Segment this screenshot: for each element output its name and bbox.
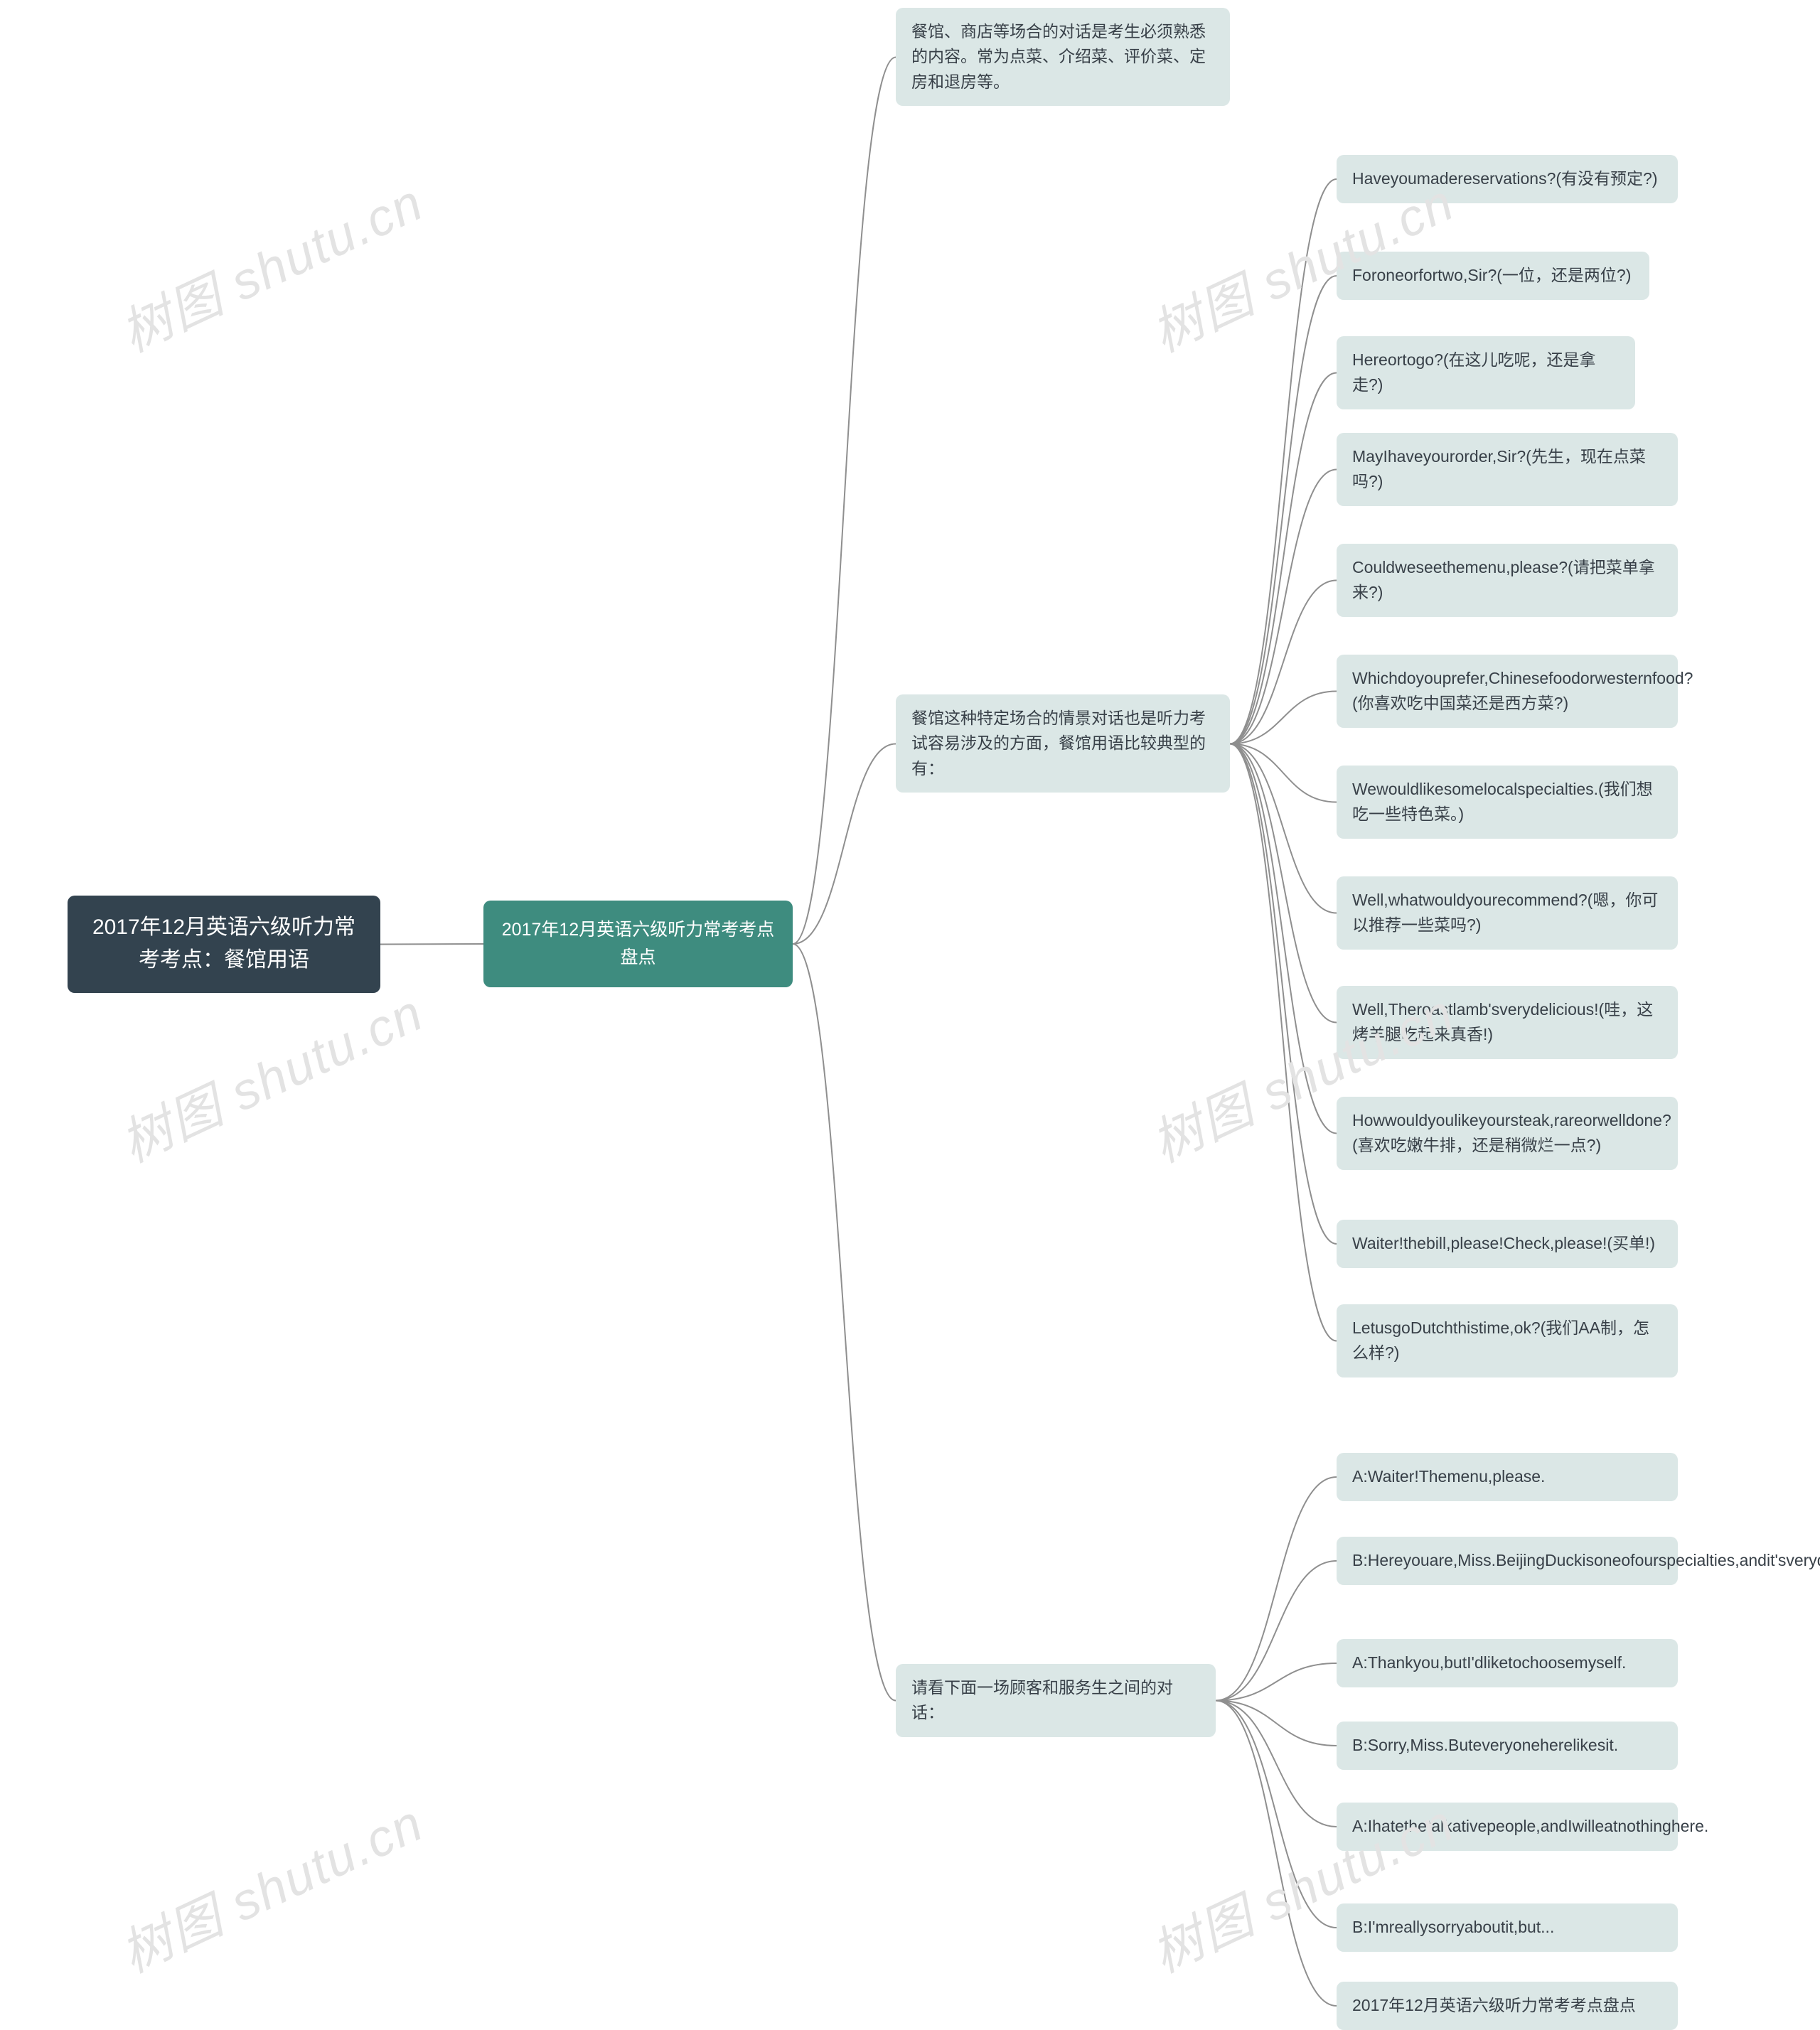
leaf-node: LetusgoDutchthistime,ok?(我们AA制，怎么样?) [1337, 1304, 1678, 1378]
level2-label: 餐馆、商店等场合的对话是考生必须熟悉的内容。常为点菜、介绍菜、评价菜、定房和退房… [911, 22, 1206, 91]
leaf-label: Wewouldlikesomelocalspecialties.(我们想吃一些特… [1352, 780, 1653, 824]
leaf-label: B:Sorry,Miss.Buteveryoneherelikesit. [1352, 1736, 1618, 1754]
leaf-node: A:Waiter!Themenu,please. [1337, 1453, 1678, 1501]
leaf-node: Waiter!thebill,please!Check,please!(买单!) [1337, 1220, 1678, 1268]
watermark: 树图 shutu.cn [107, 161, 434, 366]
leaf-node: Howwouldyoulikeyoursteak,rareorwelldone?… [1337, 1097, 1678, 1170]
leaf-node: B:I'mreallysorryaboutit,but... [1337, 1903, 1678, 1952]
leaf-node: Well,Theroastlamb'sverydelicious!(哇，这烤羊腿… [1337, 986, 1678, 1059]
leaf-label: 2017年12月英语六级听力常考考点盘点 [1352, 1996, 1636, 2014]
leaf-label: A:Thankyou,butI'dliketochoosemyself. [1352, 1653, 1626, 1672]
leaf-node: Well,whatwouldyourecommend?(嗯，你可以推荐一些菜吗?… [1337, 876, 1678, 950]
leaf-node: Foroneorfortwo,Sir?(一位，还是两位?) [1337, 252, 1649, 300]
leaf-node: A:Thankyou,butI'dliketochoosemyself. [1337, 1639, 1678, 1687]
leaf-label: MayIhaveyourorder,Sir?(先生，现在点菜吗?) [1352, 447, 1646, 491]
leaf-node: Whichdoyouprefer,Chinesefoodorwesternfoo… [1337, 655, 1678, 728]
leaf-label: Well,Theroastlamb'sverydelicious!(哇，这烤羊腿… [1352, 1000, 1653, 1044]
leaf-label: A:Ihatethetalkativepeople,andIwilleatnot… [1352, 1817, 1708, 1835]
leaf-node: Couldweseethemenu,please?(请把菜单拿来?) [1337, 544, 1678, 617]
leaf-label: LetusgoDutchthistime,ok?(我们AA制，怎么样?) [1352, 1319, 1649, 1363]
level1-label: 2017年12月英语六级听力常考考点盘点 [502, 920, 774, 967]
leaf-label: B:I'mreallysorryaboutit,but... [1352, 1918, 1554, 1936]
leaf-node: Haveyoumadereservations?(有没有预定?) [1337, 155, 1678, 203]
leaf-label: Couldweseethemenu,please?(请把菜单拿来?) [1352, 558, 1655, 602]
leaf-label: Foroneorfortwo,Sir?(一位，还是两位?) [1352, 266, 1631, 284]
leaf-node: B:Sorry,Miss.Buteveryoneherelikesit. [1337, 1722, 1678, 1770]
level2-node: 餐馆这种特定场合的情景对话也是听力考试容易涉及的方面，餐馆用语比较典型的有： [896, 694, 1230, 793]
leaf-label: Howwouldyoulikeyoursteak,rareorwelldone?… [1352, 1111, 1671, 1155]
leaf-node: MayIhaveyourorder,Sir?(先生，现在点菜吗?) [1337, 433, 1678, 506]
leaf-label: Whichdoyouprefer,Chinesefoodorwesternfoo… [1352, 669, 1693, 713]
level2-label: 请看下面一场顾客和服务生之间的对话： [911, 1678, 1173, 1722]
leaf-label: A:Waiter!Themenu,please. [1352, 1467, 1545, 1486]
leaf-label: Haveyoumadereservations?(有没有预定?) [1352, 169, 1658, 188]
level1-node: 2017年12月英语六级听力常考考点盘点 [483, 901, 793, 987]
leaf-node: A:Ihatethetalkativepeople,andIwilleatnot… [1337, 1803, 1678, 1851]
leaf-label: Hereortogo?(在这儿吃呢，还是拿走?) [1352, 350, 1596, 394]
leaf-node: B:Hereyouare,Miss.BeijingDuckisoneofours… [1337, 1537, 1678, 1585]
level2-node: 餐馆、商店等场合的对话是考生必须熟悉的内容。常为点菜、介绍菜、评价菜、定房和退房… [896, 8, 1230, 107]
level2-label: 餐馆这种特定场合的情景对话也是听力考试容易涉及的方面，餐馆用语比较典型的有： [911, 709, 1206, 778]
watermark: 树图 shutu.cn [107, 1781, 434, 1987]
leaf-node: Hereortogo?(在这儿吃呢，还是拿走?) [1337, 336, 1635, 409]
leaf-label: Waiter!thebill,please!Check,please!(买单!) [1352, 1234, 1655, 1252]
root-label: 2017年12月英语六级听力常考考点：餐馆用语 [92, 915, 355, 972]
leaf-node: Wewouldlikesomelocalspecialties.(我们想吃一些特… [1337, 766, 1678, 839]
root-node: 2017年12月英语六级听力常考考点：餐馆用语 [68, 896, 380, 993]
watermark: 树图 shutu.cn [107, 971, 434, 1176]
leaf-label: Well,whatwouldyourecommend?(嗯，你可以推荐一些菜吗?… [1352, 891, 1658, 935]
leaf-label: B:Hereyouare,Miss.BeijingDuckisoneofours… [1352, 1551, 1820, 1569]
level2-node: 请看下面一场顾客和服务生之间的对话： [896, 1664, 1216, 1737]
leaf-node: 2017年12月英语六级听力常考考点盘点 [1337, 1982, 1678, 2030]
